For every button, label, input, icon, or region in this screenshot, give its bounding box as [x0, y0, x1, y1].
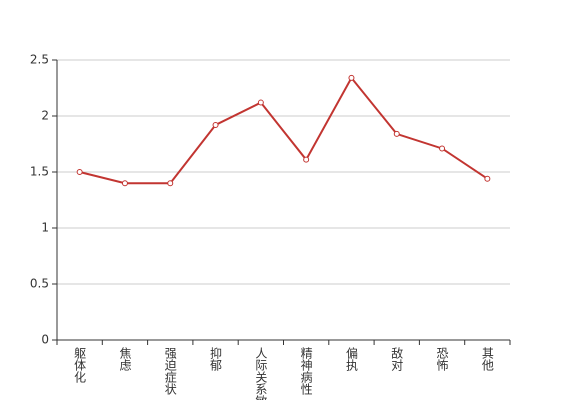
x-tick-label: 强迫症状 — [163, 347, 177, 395]
y-tick-label: 1 — [41, 221, 49, 235]
point — [439, 145, 446, 152]
x-tick-label: 躯体化 — [73, 346, 87, 384]
point — [257, 99, 264, 106]
y-tick-label: 2 — [41, 109, 49, 123]
point — [76, 169, 83, 175]
line — [79, 76, 488, 185]
point — [484, 175, 491, 182]
x-tick-label: 抑郁 — [209, 346, 223, 372]
point — [121, 180, 128, 187]
x-tick-label: 恐怖 — [435, 347, 449, 371]
point — [348, 74, 355, 81]
x-tick-label: 精神病性 — [299, 347, 313, 396]
point — [303, 156, 310, 163]
x-tick-label: 人际关系敏感 — [254, 347, 268, 400]
y-tick-label: 1.5 — [30, 165, 49, 179]
x-tick-label: 敌对 — [390, 346, 404, 371]
y-tick-label: 0 — [41, 333, 49, 347]
x-tick-label: 偏执 — [344, 346, 358, 372]
x-tick-label: 其他 — [480, 347, 494, 371]
point — [393, 130, 400, 137]
point — [212, 121, 219, 128]
y-tick-label: 2.5 — [30, 53, 49, 67]
x-tick-label: 焦虑 — [118, 347, 132, 371]
point — [167, 180, 174, 187]
y-tick-label: 0.5 — [30, 277, 49, 291]
